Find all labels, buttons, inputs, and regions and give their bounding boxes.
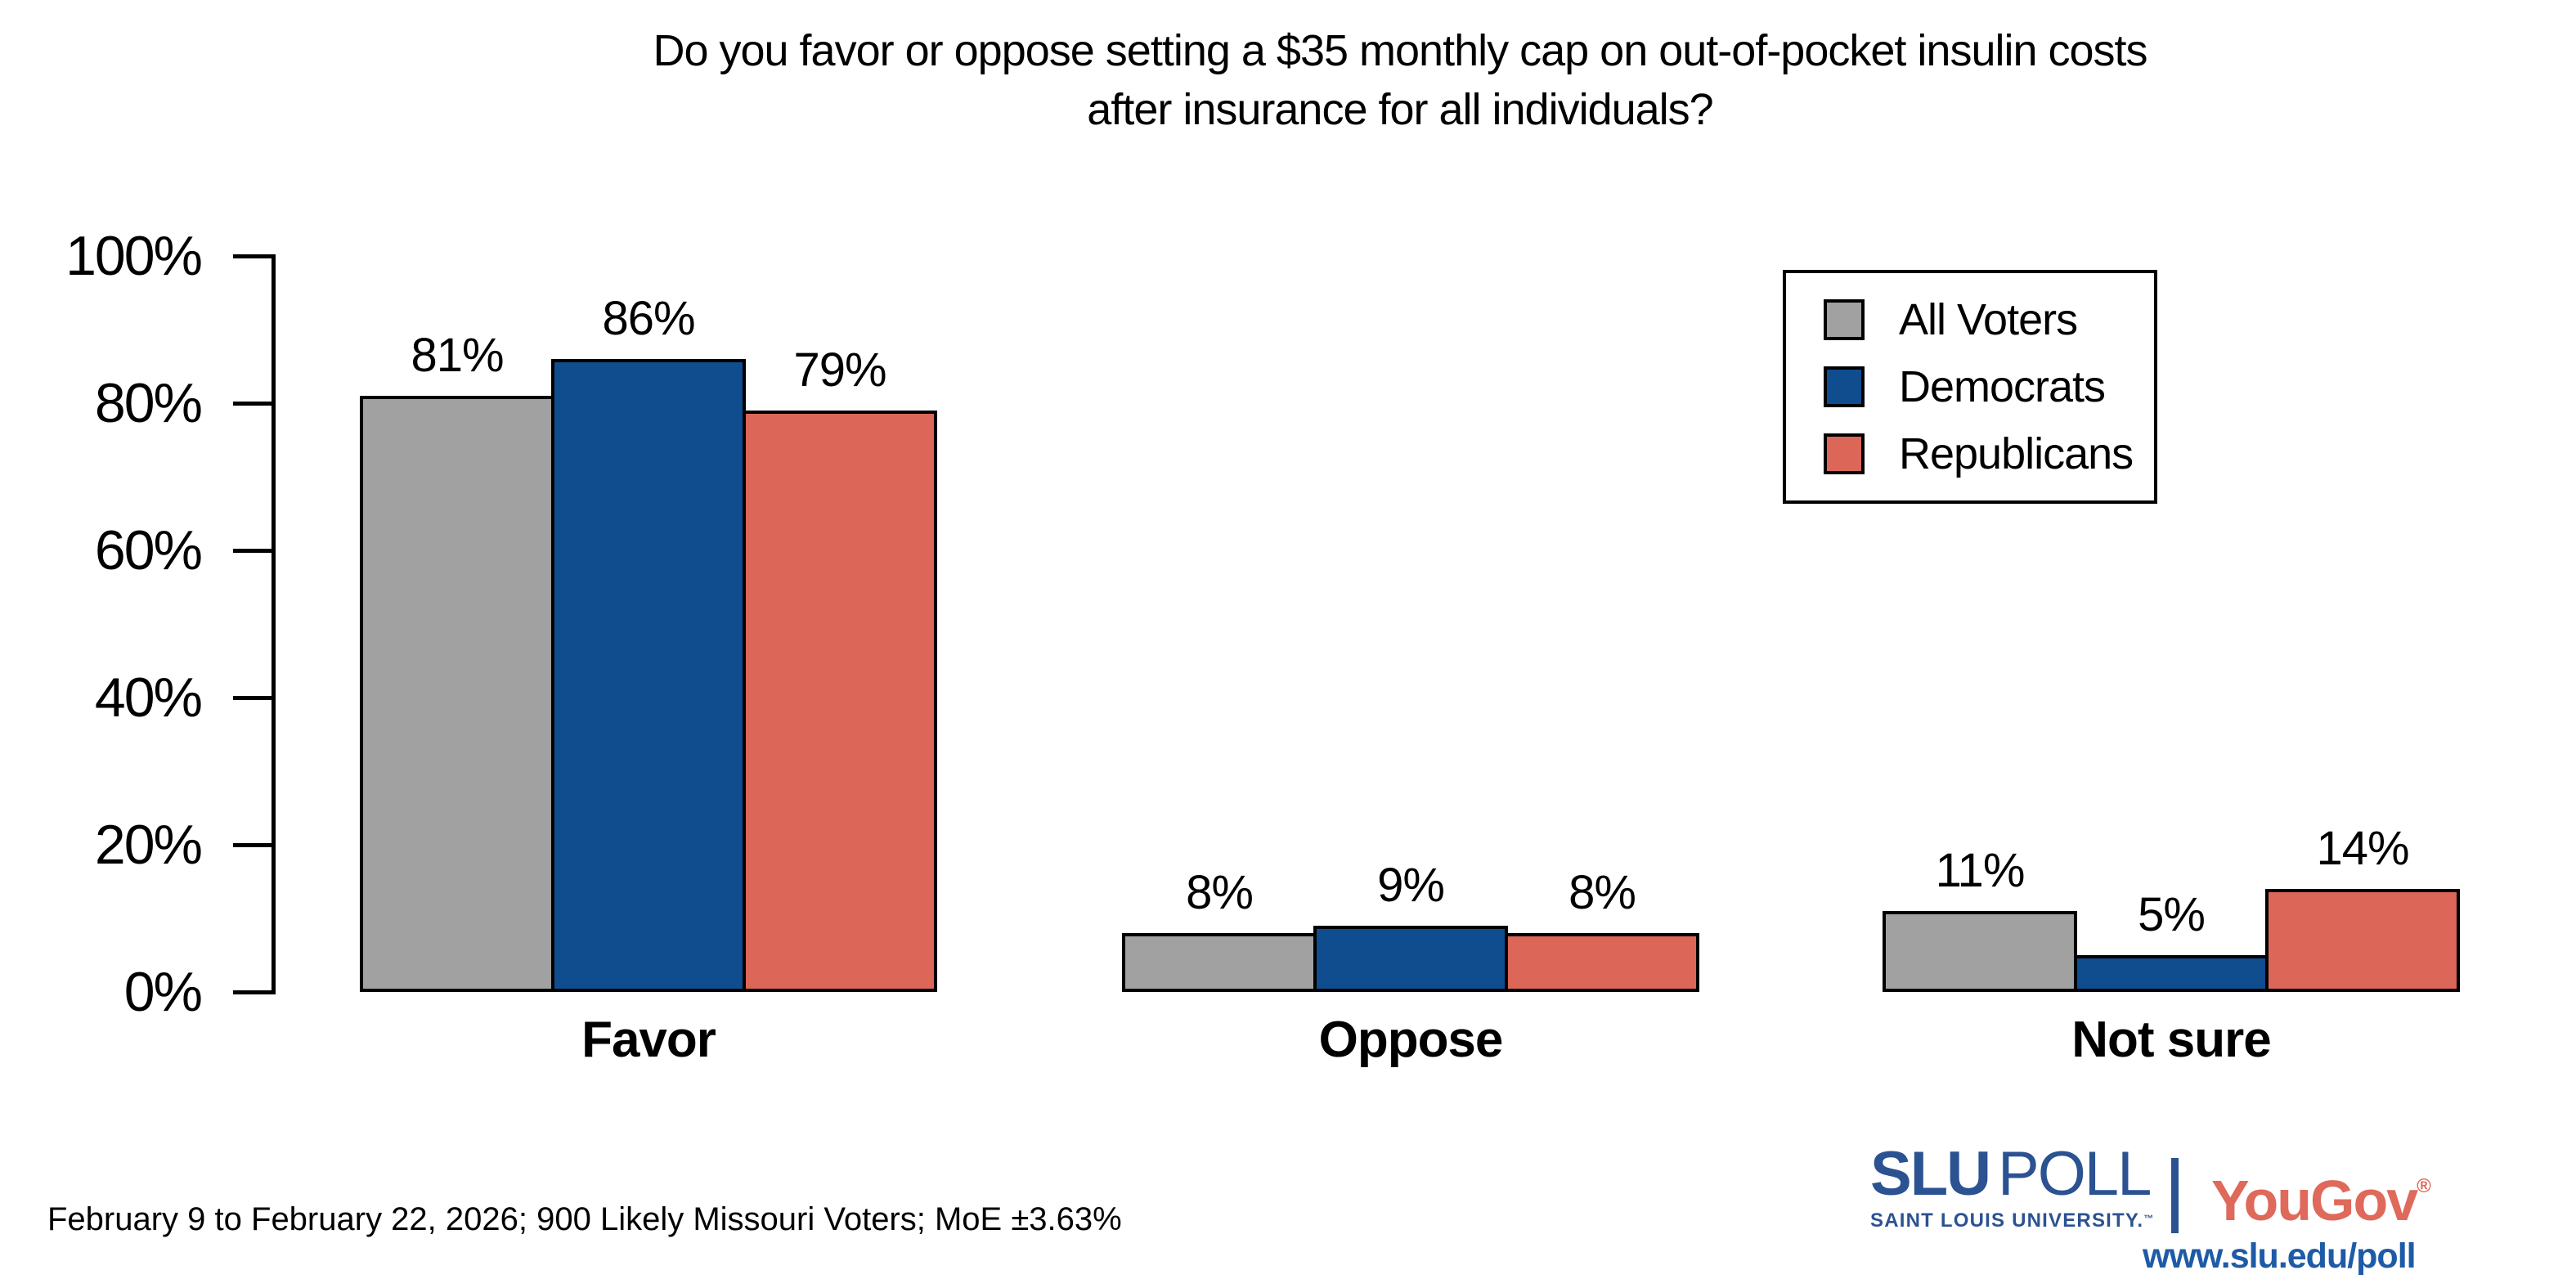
bar-favor-republicans (743, 411, 937, 992)
bar-value-not-sure-all-voters: 11% (1935, 844, 2026, 897)
y-axis-tick-label-80-: 80% (94, 372, 203, 434)
bar-oppose-all-voters (1122, 933, 1317, 992)
y-axis-tick-label-0-: 0% (123, 961, 203, 1023)
bar-not-sure-democrats (2074, 955, 2269, 992)
bar-not-sure-all-voters (1883, 911, 2077, 992)
chart-title-line-1: Do you favor or oppose setting a $35 mon… (653, 26, 2147, 75)
category-label-oppose: Oppose (1318, 1012, 1504, 1068)
bar-value-oppose-democrats: 9% (1377, 859, 1445, 912)
logo-divider (2171, 1158, 2179, 1233)
category-label-favor: Favor (581, 1012, 716, 1068)
bar-value-oppose-republicans: 8% (1568, 866, 1636, 919)
bar-favor-democrats (551, 359, 746, 992)
y-axis-tick-60- (233, 549, 272, 553)
bar-not-sure-republicans (2265, 889, 2460, 992)
bar-value-favor-all-voters: 81% (411, 329, 504, 382)
y-axis-tick-80- (233, 402, 272, 406)
bar-value-not-sure-republicans: 14% (2316, 822, 2409, 875)
slu-poll-url: www.slu.edu/poll (2143, 1236, 2417, 1276)
y-axis-tick-label-60-: 60% (94, 519, 203, 581)
bar-value-oppose-all-voters: 8% (1186, 866, 1254, 919)
yougov-text: YouGov (2211, 1169, 2418, 1232)
legend-swatch-republicans (1824, 433, 1865, 474)
legend-label-democrats: Democrats (1899, 362, 2106, 411)
legend-item-all-voters: All Voters (1824, 298, 2154, 342)
legend: All Voters Democrats Republicans (1783, 270, 2157, 504)
chart-title: Do you favor or oppose setting a $35 mon… (653, 21, 2147, 139)
bar-oppose-republicans (1505, 933, 1699, 992)
chart-title-line-2: after insurance for all individuals? (1087, 85, 1713, 134)
legend-label-all-voters: All Voters (1899, 295, 2078, 344)
bar-oppose-democrats (1313, 926, 1508, 992)
bar-value-favor-democrats: 86% (602, 292, 695, 345)
yougov-logo: YouGov® (2211, 1156, 2431, 1231)
y-axis-tick-20- (233, 843, 272, 847)
y-axis-tick-40- (233, 696, 272, 700)
methodology-note: February 9 to February 22, 2026; 900 Lik… (47, 1201, 1122, 1237)
y-axis-tick-0- (233, 990, 272, 994)
bar-value-not-sure-democrats: 5% (2138, 888, 2206, 941)
saint-louis-university-label: SAINT LOUIS UNIVERSITY.™ (1870, 1208, 2153, 1232)
legend-swatch-all-voters (1824, 299, 1865, 340)
y-axis-tick-label-100-: 100% (65, 225, 203, 287)
category-label-not-sure: Not sure (2071, 1012, 2271, 1068)
bar-favor-all-voters (360, 396, 554, 992)
y-axis-tick-label-20-: 20% (94, 814, 203, 876)
legend-label-republicans: Republicans (1899, 429, 2134, 478)
slu-poll-logo-slu: SLU (1870, 1139, 1991, 1209)
slu-poll-logo: SLU POLL (1870, 1139, 2152, 1209)
y-axis-line (272, 254, 276, 994)
legend-item-democrats: Democrats (1824, 365, 2154, 409)
y-axis-tick-label-40-: 40% (94, 666, 203, 729)
registered-symbol: ® (2417, 1175, 2431, 1197)
legend-swatch-democrats (1824, 366, 1865, 407)
bar-value-favor-republicans: 79% (793, 343, 886, 397)
trademark-symbol: ™ (2143, 1213, 2154, 1224)
y-axis-tick-100- (233, 254, 272, 258)
legend-item-republicans: Republicans (1824, 432, 2154, 476)
slu-poll-logo-poll: POLL (1998, 1139, 2152, 1209)
saint-louis-university-text: SAINT LOUIS UNIVERSITY. (1870, 1209, 2144, 1232)
